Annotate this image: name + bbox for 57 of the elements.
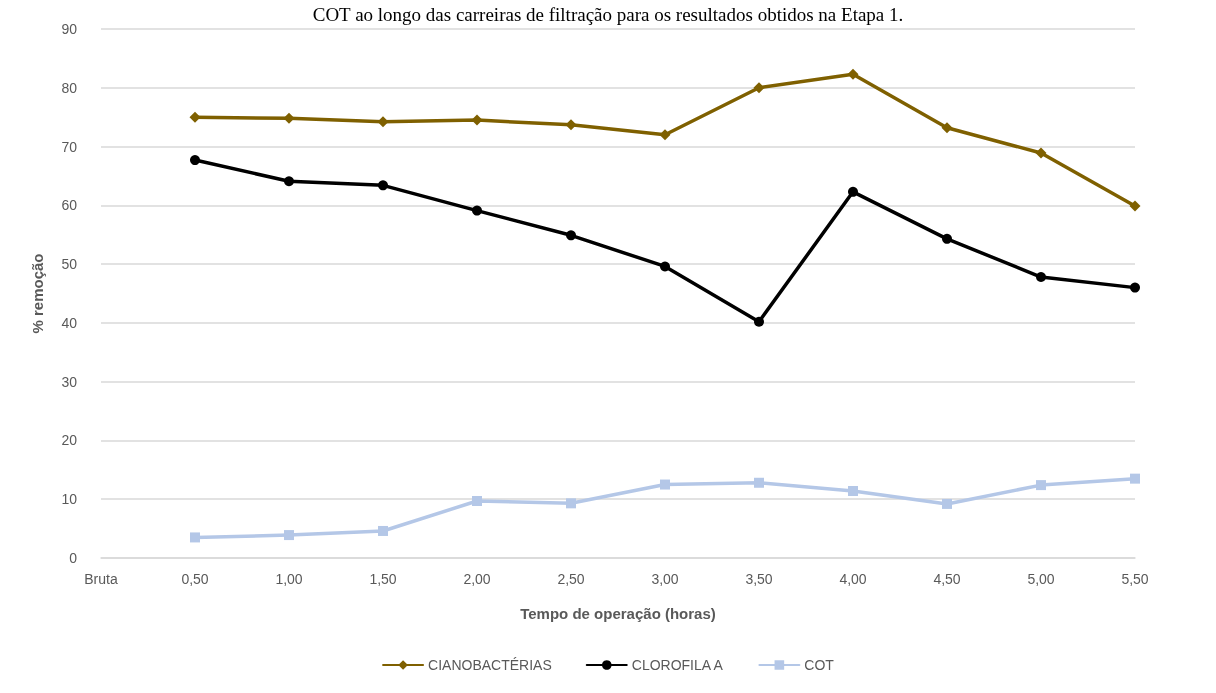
x-tick-label: 2,50 — [557, 571, 585, 587]
y-tick-label: 70 — [61, 138, 78, 155]
point — [1036, 480, 1046, 491]
point — [566, 230, 576, 241]
point — [1036, 272, 1046, 283]
point — [660, 479, 670, 490]
point — [472, 205, 482, 216]
y-tick-label: 90 — [61, 21, 78, 37]
y-tick-label: 30 — [61, 373, 78, 390]
x-tick-label: 1,00 — [275, 571, 303, 587]
x-tick-label: 4,00 — [839, 571, 867, 587]
point — [284, 176, 294, 187]
point — [566, 498, 576, 509]
y-tick-label: 60 — [61, 197, 78, 214]
point — [942, 233, 952, 244]
x-tick-label: 2,00 — [463, 571, 491, 587]
y-tick-label: 80 — [61, 79, 78, 96]
chart-title: COT ao longo das carreiras de filtração para os resultados obtidos na Etapa 1. — [312, 4, 904, 25]
point — [1035, 147, 1047, 159]
point — [471, 114, 483, 126]
x-tick-label: 0,50 — [181, 571, 209, 587]
x-tick-label: Bruta — [84, 571, 118, 587]
point — [848, 485, 858, 496]
legend-label: CLOROFILA A — [631, 657, 724, 673]
point — [848, 186, 858, 197]
point — [190, 155, 200, 166]
point — [1129, 200, 1141, 212]
point — [847, 68, 859, 80]
y-tick-label: 20 — [61, 432, 78, 449]
point — [754, 316, 764, 327]
legend-label: CIANOBACTÉRIAS — [428, 657, 552, 673]
y-tick-label: 10 — [61, 491, 78, 508]
y-tick-label: 50 — [61, 256, 78, 273]
x-tick-label: 3,00 — [651, 571, 679, 587]
point — [378, 180, 388, 191]
x-tick-label: 3,50 — [745, 571, 773, 587]
point — [1130, 473, 1140, 484]
point — [190, 532, 200, 543]
point — [284, 530, 294, 541]
x-tick-label: 5,00 — [1027, 571, 1055, 587]
point — [941, 122, 953, 134]
point — [1130, 282, 1140, 293]
y-axis-title: % remoção — [29, 253, 46, 334]
x-tick-label: 1,50 — [369, 571, 397, 587]
point — [659, 129, 671, 141]
point — [942, 498, 952, 509]
y-tick-label: 40 — [61, 314, 78, 331]
legend-label: COT — [804, 657, 835, 673]
x-axis-title: Tempo de operação (horas) — [520, 605, 716, 622]
point — [378, 525, 388, 536]
x-tick-label: 5,50 — [1121, 571, 1149, 587]
point — [472, 495, 482, 506]
x-tick-label: 4,50 — [933, 571, 961, 587]
point — [660, 261, 670, 272]
point — [754, 477, 764, 488]
point — [753, 82, 765, 94]
y-tick-label: 0 — [69, 550, 78, 566]
